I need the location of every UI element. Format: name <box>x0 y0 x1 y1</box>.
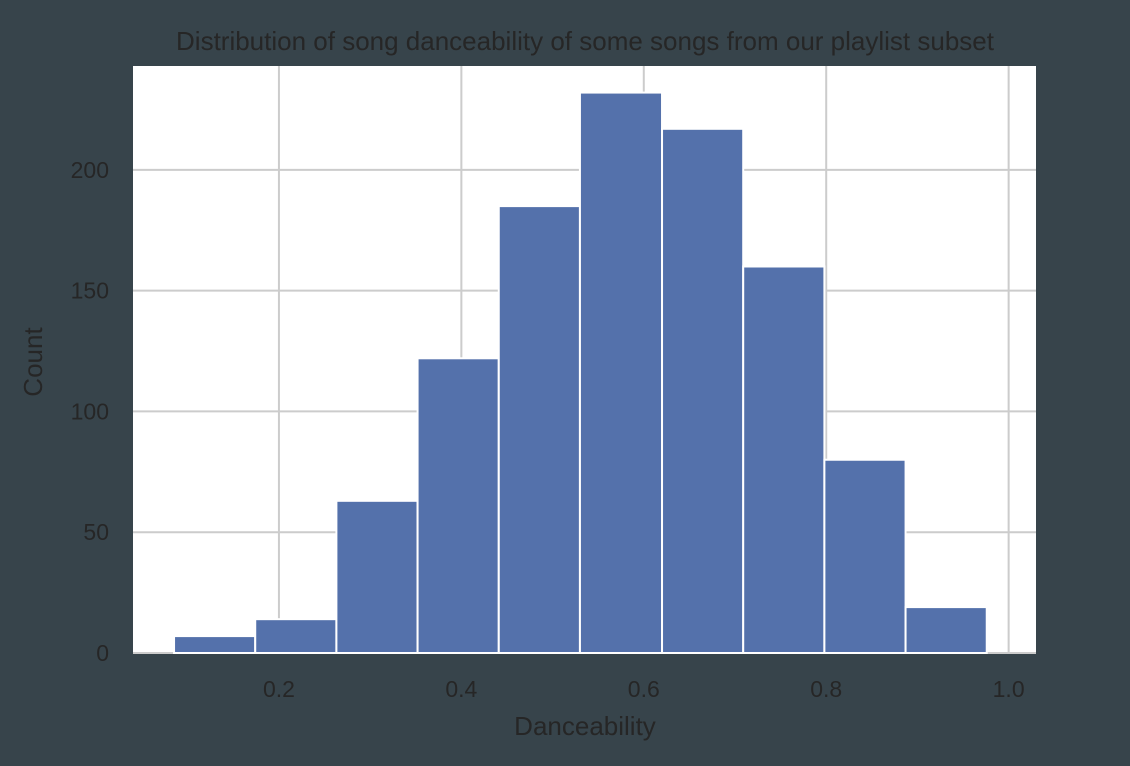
histogram-bars <box>173 91 988 655</box>
histogram-bar <box>497 205 581 654</box>
histogram-bar <box>416 357 500 654</box>
x-tick-label: 0.8 <box>810 676 842 702</box>
y-tick-labels: 0 50 100 150 200 <box>71 157 109 666</box>
y-tick-label: 200 <box>71 157 109 183</box>
histogram-bar <box>742 265 826 654</box>
y-tick-label: 150 <box>71 278 109 304</box>
histogram-bar <box>335 499 419 654</box>
histogram-bar <box>173 635 257 654</box>
x-tick-label: 1.0 <box>993 676 1025 702</box>
x-tick-label: 0.2 <box>263 676 295 702</box>
histogram-bar <box>661 127 745 654</box>
x-tick-label: 0.4 <box>445 676 477 702</box>
histogram-bar <box>904 606 988 655</box>
y-tick-label: 50 <box>83 519 109 545</box>
x-axis-label: Danceability <box>514 711 656 741</box>
y-tick-label: 100 <box>71 398 109 424</box>
y-axis-label: Count <box>18 327 48 397</box>
x-tick-labels: 0.2 0.4 0.6 0.8 1.0 <box>263 676 1025 702</box>
histogram-bar <box>254 618 338 655</box>
histogram-bar <box>823 458 907 654</box>
chart-title: Distribution of song danceability of som… <box>176 26 995 56</box>
y-tick-label: 0 <box>96 640 109 666</box>
x-tick-label: 0.6 <box>628 676 660 702</box>
histogram-bar <box>578 91 664 654</box>
